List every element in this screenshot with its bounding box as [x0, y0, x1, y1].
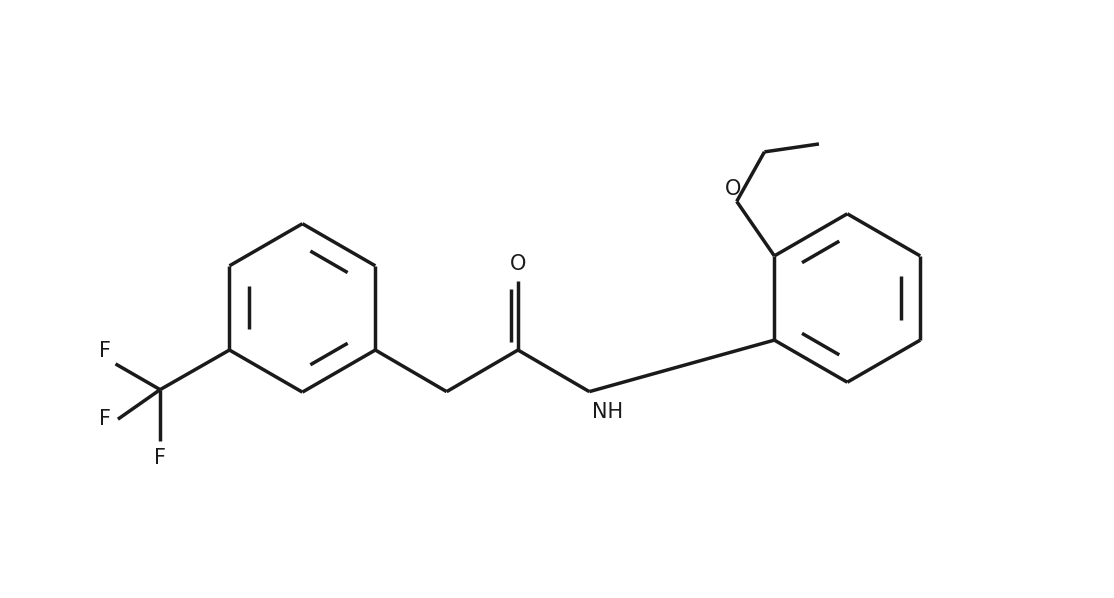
Text: F: F: [99, 409, 111, 429]
Text: F: F: [98, 341, 110, 361]
Text: NH: NH: [593, 401, 624, 422]
Text: O: O: [724, 179, 741, 200]
Text: O: O: [510, 254, 526, 274]
Text: F: F: [154, 448, 166, 468]
